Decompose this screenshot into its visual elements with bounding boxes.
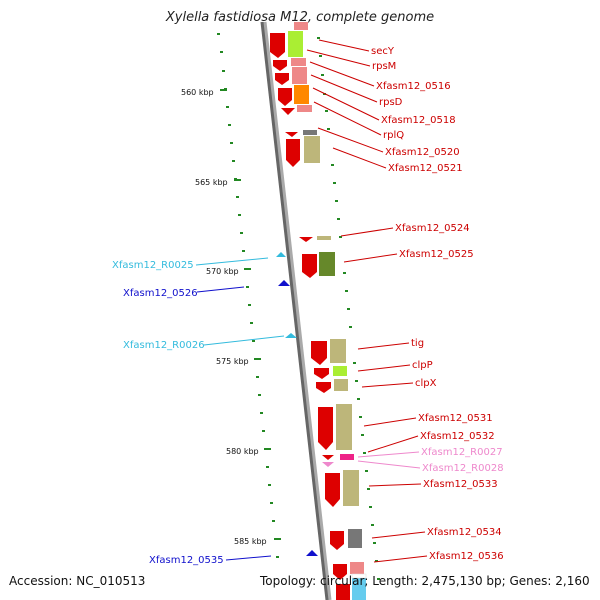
topology-text: Topology: circular; Length: 2,475,130 bp… <box>260 574 590 588</box>
gene-label-tig: tig <box>411 338 424 349</box>
feature-bar <box>294 22 308 30</box>
gene-arrow <box>286 139 300 167</box>
gene-arrow <box>322 455 334 460</box>
right-labels: secY rpsM Xfasm12_0516 rpsD Xfasm12_0518… <box>371 46 504 562</box>
tick-track-right <box>317 37 380 580</box>
feature-bar <box>351 573 367 579</box>
gene-arrow <box>302 254 317 278</box>
gene-arrow <box>281 108 295 115</box>
misc-label-0535: Xfasm12_0535 <box>149 555 224 566</box>
accession-text: Accession: NC_010513 <box>9 574 146 588</box>
gene-label-rpsM: rpsM <box>372 61 396 72</box>
gene-arrow <box>275 73 289 85</box>
gene-label-clpP: clpP <box>412 360 433 371</box>
feature-bar <box>292 67 307 84</box>
gene-label-0516: Xfasm12_0516 <box>376 81 451 92</box>
feature-bar <box>317 236 331 240</box>
leader-lines-left <box>195 257 285 561</box>
feature-bar <box>352 578 366 600</box>
tick-mark <box>254 358 261 360</box>
tick-mark <box>244 268 251 270</box>
gene-arrow <box>278 88 292 106</box>
feature-bar <box>291 58 306 66</box>
gene-arrow <box>311 341 327 365</box>
tick-mark <box>274 538 281 540</box>
gene-label-R0028: Xfasm12_R0028 <box>422 463 504 474</box>
gene-label-0531: Xfasm12_0531 <box>418 413 493 424</box>
feature-bar <box>294 85 309 104</box>
gene-label-0534: Xfasm12_0534 <box>427 527 502 538</box>
gene-label-0525: Xfasm12_0525 <box>399 249 474 260</box>
gene-arrow <box>325 473 340 507</box>
tick-label-560: 560 kbp <box>181 88 214 97</box>
gene-label-0521: Xfasm12_0521 <box>388 163 463 174</box>
feature-bar <box>336 584 350 600</box>
feature-bar <box>348 529 362 548</box>
rna-marker <box>276 252 286 257</box>
feature-bar <box>333 366 347 376</box>
feature-bar <box>319 252 335 276</box>
tick-track-left <box>217 33 279 558</box>
gene-features <box>270 22 367 600</box>
gene-arrow <box>270 33 285 58</box>
gene-arrow <box>285 132 298 137</box>
tick-label-585: 585 kbp <box>234 537 267 546</box>
misc-marker <box>306 550 318 556</box>
rna-label-R0025: Xfasm12_R0025 <box>112 260 194 271</box>
gene-label-rpsD: rpsD <box>379 97 403 108</box>
gene-arrow <box>314 368 329 379</box>
left-labels: Xfasm12_R0025 Xfasm12_0526 Xfasm12_R0026… <box>112 260 224 566</box>
feature-bar <box>288 31 303 57</box>
gene-arrow <box>322 462 334 467</box>
tick-mark <box>234 179 241 181</box>
tick-mark <box>264 448 271 450</box>
gene-arrow <box>333 564 347 580</box>
gene-arrow <box>318 407 333 450</box>
gene-label-0533: Xfasm12_0533 <box>423 479 498 490</box>
gene-label-0536: Xfasm12_0536 <box>429 551 504 562</box>
backbone-shadow <box>261 21 332 600</box>
tick-label-570: 570 kbp <box>206 267 239 276</box>
feature-bar <box>343 470 359 506</box>
gene-label-rplQ: rplQ <box>383 130 404 141</box>
feature-bar <box>330 339 346 363</box>
feature-bar <box>336 404 352 450</box>
feature-bar <box>334 379 348 391</box>
tick-label-575: 575 kbp <box>216 357 249 366</box>
leader-lines-pseudo <box>357 451 421 469</box>
misc-marker <box>278 280 290 286</box>
gene-arrow <box>316 382 331 393</box>
gene-label-0518: Xfasm12_0518 <box>381 115 456 126</box>
gene-label-R0027: Xfasm12_R0027 <box>421 447 503 458</box>
gene-arrow <box>299 237 313 242</box>
misc-label-0526: Xfasm12_0526 <box>123 288 198 299</box>
genome-title: Xylella fastidiosa M12, complete genome <box>165 10 435 25</box>
gene-label-0520: Xfasm12_0520 <box>385 147 460 158</box>
gene-arrow <box>330 531 344 550</box>
tick-label-580: 580 kbp <box>226 447 259 456</box>
feature-bar <box>297 105 312 112</box>
feature-bar <box>304 136 320 163</box>
gene-label-0524: Xfasm12_0524 <box>395 223 470 234</box>
gene-label-clpX: clpX <box>415 378 437 389</box>
rna-markers <box>276 252 318 556</box>
gene-arrow <box>273 60 287 71</box>
rna-label-R0026: Xfasm12_R0026 <box>123 340 205 351</box>
tick-label-565: 565 kbp <box>195 178 228 187</box>
kbp-ticks: 560 kbp 565 kbp 570 kbp 575 kbp 580 kbp … <box>181 88 281 546</box>
feature-bar <box>350 562 364 574</box>
feature-bar <box>340 454 354 460</box>
gene-label-secY: secY <box>371 46 395 57</box>
tick-mark <box>220 89 227 91</box>
backbone <box>260 21 329 600</box>
gene-label-0532: Xfasm12_0532 <box>420 431 495 442</box>
leader-lines-right <box>306 39 428 563</box>
rna-marker <box>285 333 297 338</box>
feature-bar <box>303 130 317 135</box>
